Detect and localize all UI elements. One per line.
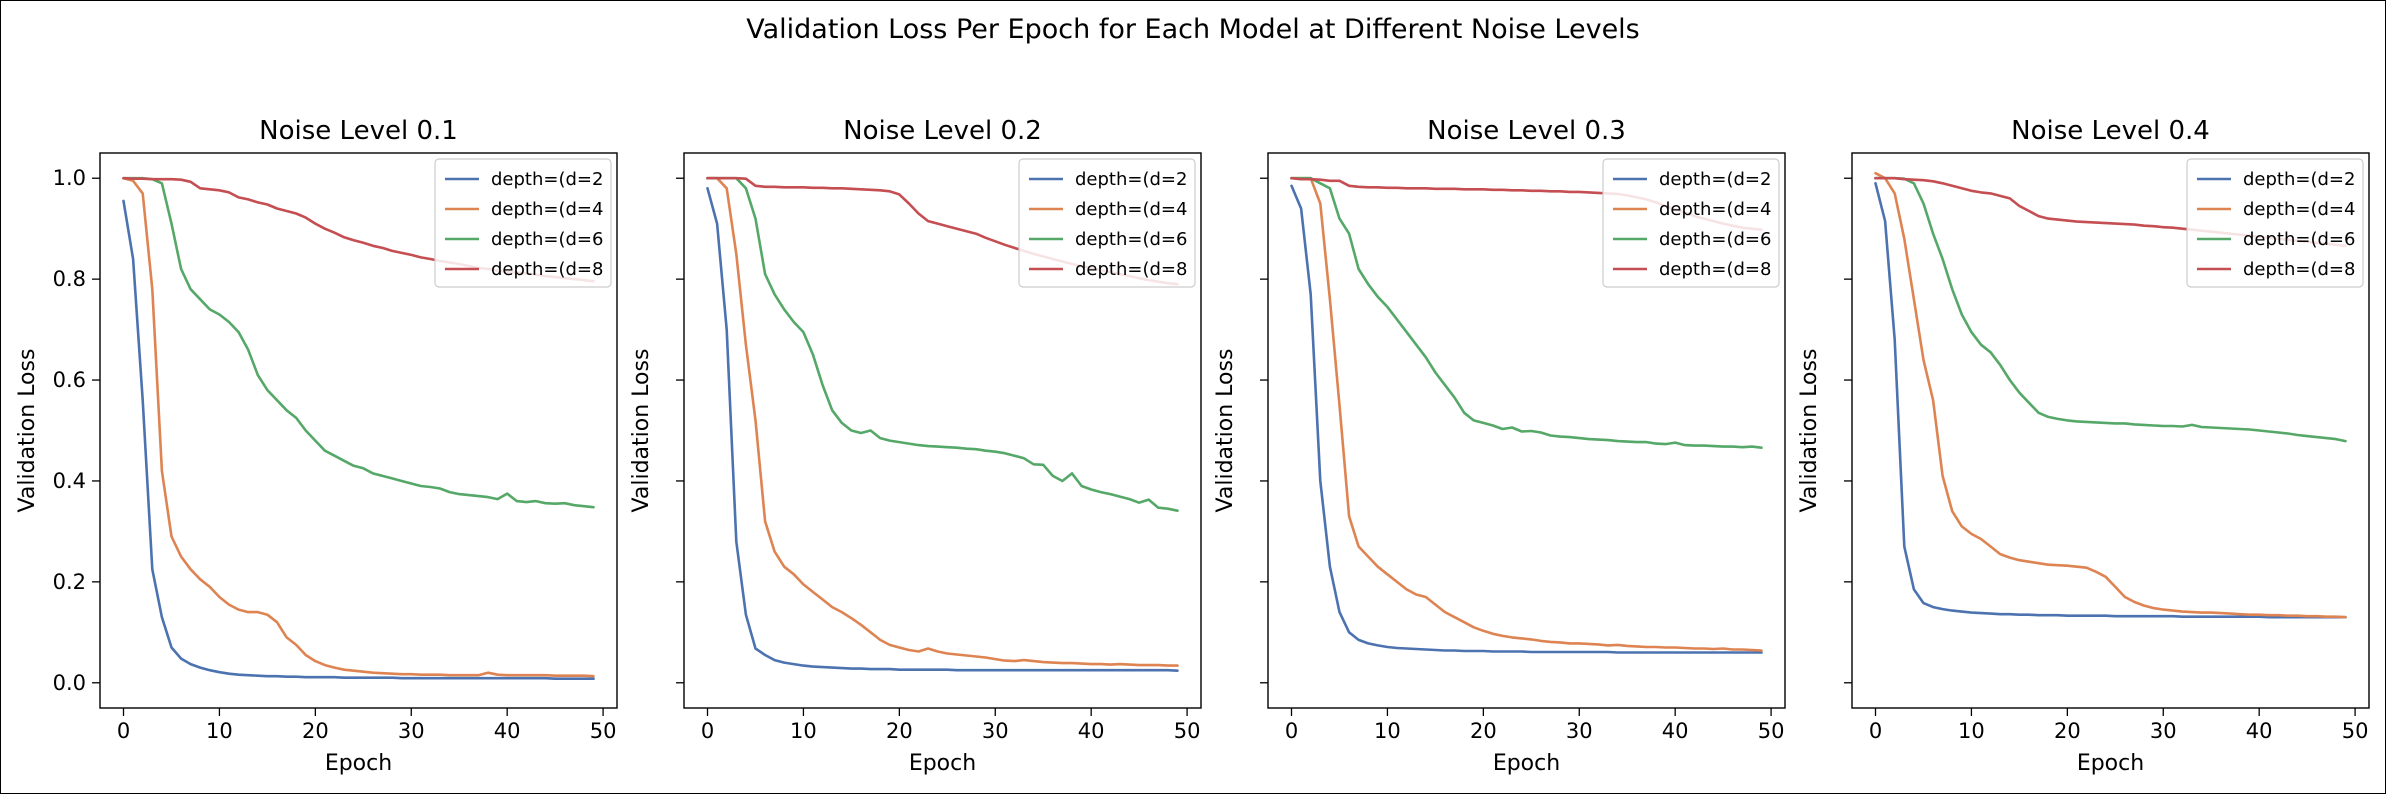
- x-tick-label: 30: [982, 719, 1009, 743]
- subplot-2: Noise Level 0.2 0 10 20 30 40 50 Epoch Validatio…: [629, 116, 1202, 776]
- series-line-depth-d-4: [1290, 176, 1763, 652]
- subplot-4: Noise Level 0.4 0 10 20 30 40 50 Epoch Validatio…: [1797, 116, 2370, 776]
- x-tick-label: 0: [701, 719, 714, 743]
- legend: depth=(d=2 depth=(d=4 depth=(d=6 depth=(d=8: [434, 158, 612, 288]
- x-tick-label: 40: [1662, 719, 1689, 743]
- x-tick-label: 30: [1566, 719, 1593, 743]
- x-tick-label: 20: [302, 719, 329, 743]
- series-line-depth-d-2: [1874, 182, 2347, 619]
- legend-label: depth=(d=4: [1075, 199, 1187, 220]
- legend-label: depth=(d=4: [2243, 199, 2355, 220]
- x-axis-label: Epoch: [909, 751, 976, 776]
- legend: depth=(d=2 depth=(d=4 depth=(d=6 depth=(d=8: [1602, 158, 1780, 288]
- legend-label: depth=(d=8: [1075, 259, 1187, 280]
- axes-frame: [99, 152, 618, 709]
- legend-box: [1018, 158, 1196, 288]
- subplot-title: Noise Level 0.3: [1427, 116, 1626, 146]
- legend-label: depth=(d=8: [491, 259, 603, 280]
- x-tick-label: 0: [1869, 719, 1882, 743]
- subplot-title: Noise Level 0.4: [2011, 116, 2210, 146]
- series-line-depth-d-4: [1874, 171, 2347, 619]
- legend: depth=(d=2 depth=(d=4 depth=(d=6 depth=(d=8: [1018, 158, 1196, 288]
- series-line-depth-d-2: [706, 187, 1179, 673]
- y-axis-label: Validation Loss: [1213, 349, 1238, 513]
- legend-box: [1602, 158, 1780, 288]
- x-tick-label: 10: [1374, 719, 1401, 743]
- legend-label: depth=(d=4: [1659, 199, 1771, 220]
- y-axis-label: Validation Loss: [1797, 349, 1822, 513]
- x-tick-label: 10: [1958, 719, 1985, 743]
- x-tick-label: 0: [117, 719, 130, 743]
- series-line-depth-d-6: [706, 176, 1179, 513]
- legend-label: depth=(d=2: [1659, 169, 1771, 190]
- series-line-depth-d-4: [122, 176, 595, 678]
- series-line-depth-d-6: [1874, 176, 2347, 443]
- subplots: Noise Level 0.1 0 10 20 30 40 50 0.0 0.2 0.4 0.6 0.…: [15, 116, 2370, 776]
- x-tick-label: 20: [1470, 719, 1497, 743]
- y-tick-label: 0.4: [53, 469, 86, 493]
- legend-label: depth=(d=2: [1075, 169, 1187, 190]
- x-tick-label: 30: [398, 719, 425, 743]
- y-tick-label: 0.0: [53, 671, 86, 695]
- x-tick-label: 50: [590, 719, 617, 743]
- subplot-title: Noise Level 0.1: [259, 116, 458, 146]
- axes-frame: [683, 152, 1202, 709]
- figure-title: Validation Loss Per Epoch for Each Model…: [746, 14, 1640, 45]
- x-tick-label: 40: [1078, 719, 1105, 743]
- series-group: [122, 176, 595, 681]
- legend-label: depth=(d=6: [491, 229, 603, 250]
- x-tick-label: 30: [2150, 719, 2177, 743]
- x-tick-label: 40: [2246, 719, 2273, 743]
- legend-label: depth=(d=6: [1659, 229, 1771, 250]
- x-tick-label: 10: [206, 719, 233, 743]
- legend-label: depth=(d=4: [491, 199, 603, 220]
- series-line-depth-d-2: [1290, 184, 1763, 654]
- x-tick-label: 50: [1758, 719, 1785, 743]
- legend-box: [2186, 158, 2364, 288]
- y-tick-label: 0.6: [53, 368, 86, 392]
- subplot-title: Noise Level 0.2: [843, 116, 1042, 146]
- legend-label: depth=(d=2: [2243, 169, 2355, 190]
- series-line-depth-d-4: [706, 176, 1179, 667]
- series-line-depth-d-6: [1290, 176, 1763, 450]
- x-axis-label: Epoch: [2077, 751, 2144, 776]
- series-line-depth-d-6: [122, 176, 595, 509]
- x-axis-label: Epoch: [325, 751, 392, 776]
- axes-frame: [1851, 152, 2370, 709]
- legend-label: depth=(d=6: [2243, 229, 2355, 250]
- x-tick-label: 20: [886, 719, 913, 743]
- x-tick-label: 10: [790, 719, 817, 743]
- legend-label: depth=(d=6: [1075, 229, 1187, 250]
- x-tick-label: 50: [1174, 719, 1201, 743]
- y-tick-label: 0.2: [53, 570, 86, 594]
- x-tick-label: 40: [494, 719, 521, 743]
- x-tick-label: 20: [2054, 719, 2081, 743]
- subplot-3: Noise Level 0.3 0 10 20 30 40 50 Epoch Validatio…: [1213, 116, 1786, 776]
- y-axis-label: Validation Loss: [629, 349, 654, 513]
- x-tick-label: 50: [2342, 719, 2369, 743]
- legend-label: depth=(d=8: [2243, 259, 2355, 280]
- subplot-1: Noise Level 0.1 0 10 20 30 40 50 0.0 0.2 0.4 0.6 0.…: [15, 116, 618, 776]
- axes-frame: [1267, 152, 1786, 709]
- x-axis-label: Epoch: [1493, 751, 1560, 776]
- legend-label: depth=(d=2: [491, 169, 603, 190]
- legend-box: [434, 158, 612, 288]
- y-tick-label: 0.8: [53, 267, 86, 291]
- y-axis-label: Validation Loss: [15, 349, 40, 513]
- series-line-depth-d-2: [122, 199, 595, 681]
- x-tick-label: 0: [1285, 719, 1298, 743]
- legend: depth=(d=2 depth=(d=4 depth=(d=6 depth=(d=8: [2186, 158, 2364, 288]
- y-tick-label: 1.0: [53, 166, 86, 190]
- legend-label: depth=(d=8: [1659, 259, 1771, 280]
